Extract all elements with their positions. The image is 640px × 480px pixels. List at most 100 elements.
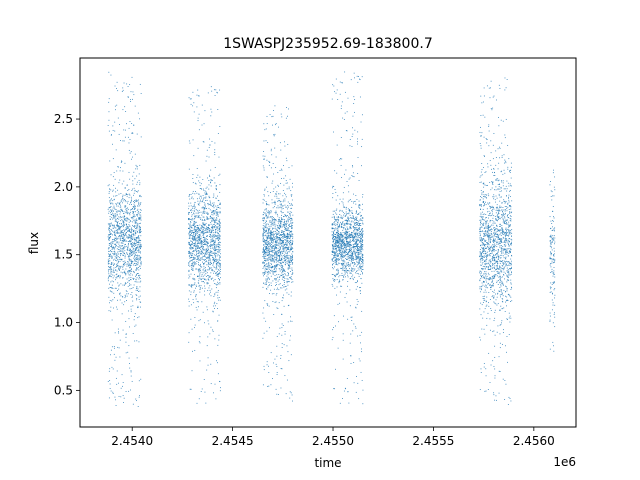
data-point (113, 253, 115, 255)
data-point (192, 237, 194, 239)
data-point (194, 242, 196, 244)
data-point (273, 238, 275, 240)
data-point (281, 243, 283, 244)
data-point (217, 271, 218, 272)
data-point (218, 229, 220, 231)
data-point (199, 241, 201, 243)
data-point (194, 216, 196, 217)
data-point (219, 211, 221, 212)
data-point (270, 266, 272, 268)
data-point (210, 255, 212, 257)
data-point (113, 267, 115, 269)
data-point (269, 272, 271, 274)
data-point (139, 231, 140, 233)
data-point (122, 170, 124, 172)
data-point (216, 92, 218, 94)
data-point (206, 216, 208, 218)
data-point (340, 232, 342, 234)
data-point (127, 272, 129, 274)
data-point (113, 172, 115, 174)
data-point (285, 225, 287, 227)
data-point (198, 259, 200, 261)
data-point (109, 290, 111, 292)
data-point (110, 306, 112, 308)
data-point (356, 199, 358, 201)
data-point (331, 250, 333, 252)
data-point (108, 111, 110, 113)
data-point (191, 214, 193, 216)
data-point (349, 145, 351, 147)
data-point (108, 296, 110, 298)
data-point (117, 221, 119, 223)
data-point (193, 205, 194, 207)
data-point (277, 308, 279, 309)
data-point (131, 260, 133, 262)
data-point (116, 277, 118, 279)
data-point (123, 129, 125, 131)
data-point (209, 197, 211, 199)
data-point (277, 200, 279, 202)
data-point (202, 212, 204, 214)
data-point (266, 278, 268, 280)
data-point (125, 192, 127, 194)
data-point (340, 137, 342, 138)
data-point (133, 225, 135, 227)
data-point (264, 269, 266, 271)
data-point (284, 260, 286, 262)
data-point (282, 236, 283, 238)
data-point (346, 236, 348, 238)
data-point (213, 236, 215, 238)
data-point (133, 279, 134, 280)
data-point (138, 238, 140, 240)
data-point (337, 253, 339, 254)
data-point (116, 254, 118, 256)
data-point (115, 274, 117, 276)
data-point (271, 250, 273, 252)
data-point (216, 213, 218, 215)
data-point (120, 230, 122, 232)
data-point (139, 281, 141, 283)
data-point (349, 247, 351, 249)
data-point (192, 253, 194, 255)
data-point (340, 245, 341, 247)
data-point (216, 235, 218, 237)
data-point (271, 199, 273, 201)
data-point (283, 231, 285, 233)
data-point (360, 247, 362, 249)
data-point (196, 226, 198, 228)
data-point (268, 285, 270, 286)
data-point (275, 278, 277, 280)
data-point (213, 210, 215, 212)
data-point (111, 225, 113, 227)
data-point (192, 251, 194, 253)
data-point (274, 219, 276, 221)
data-point (197, 229, 199, 231)
data-point (344, 244, 346, 246)
data-point (287, 211, 289, 213)
data-point (209, 263, 211, 265)
data-point (126, 245, 128, 247)
data-point (284, 271, 286, 272)
data-point (207, 226, 209, 228)
data-point (276, 345, 278, 347)
data-point (286, 278, 288, 280)
data-point (193, 258, 195, 260)
data-point (289, 241, 291, 242)
data-point (201, 231, 203, 233)
data-point (262, 235, 264, 237)
data-point (215, 261, 217, 263)
data-point (268, 229, 270, 231)
data-point (209, 230, 211, 232)
data-point (207, 248, 209, 250)
data-point (128, 241, 130, 243)
data-point (347, 224, 349, 225)
data-point (108, 237, 110, 239)
data-point (272, 124, 273, 126)
data-point (140, 217, 142, 219)
data-point (287, 256, 289, 258)
data-point (336, 235, 338, 237)
data-point (111, 280, 113, 282)
data-point (356, 75, 358, 77)
data-point (119, 210, 121, 212)
data-point (270, 246, 272, 248)
